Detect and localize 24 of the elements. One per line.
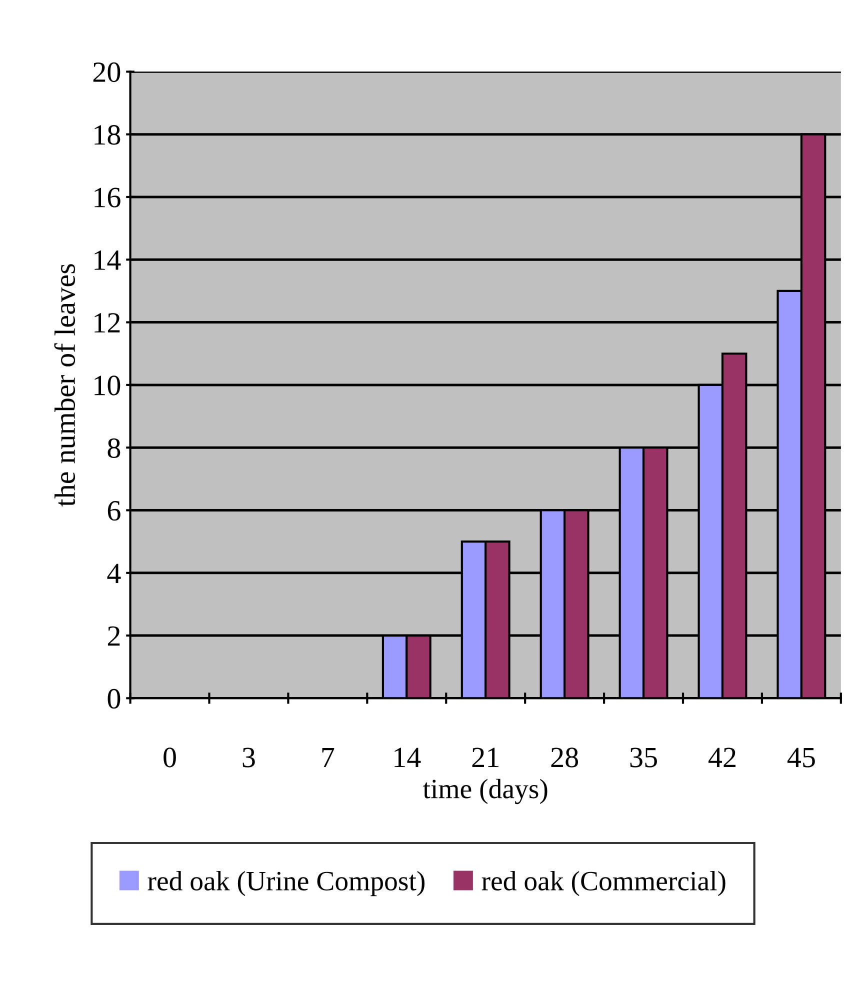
y-tick-label: 18 <box>94 125 120 145</box>
x-tick-label: 3 <box>242 748 255 768</box>
legend-label: red oak (Commercial) <box>482 870 726 896</box>
y-tick-label: 16 <box>94 188 120 208</box>
y-tick-label: 12 <box>94 313 120 332</box>
x-tick-label: 35 <box>630 748 657 768</box>
y-tick-label: 14 <box>94 250 121 270</box>
x-axis-title: time (days) <box>423 778 548 804</box>
y-tick-label: 10 <box>94 376 120 396</box>
x-tick-label: 7 <box>322 748 334 768</box>
y-tick-label: 4 <box>107 564 121 584</box>
x-tick-label: 28 <box>551 748 578 768</box>
x-tick-label: 21 <box>472 748 498 768</box>
x-tick-label: 14 <box>394 748 421 768</box>
y-axis-title: the number of leaves <box>54 264 76 507</box>
legend-label: red oak (Urine Compost) <box>148 870 424 896</box>
x-tick-label: 42 <box>708 748 736 768</box>
y-tick-label: 6 <box>108 501 120 521</box>
y-tick-label: 8 <box>108 438 120 458</box>
x-tick-label: 45 <box>787 748 815 768</box>
y-tick-label: 0 <box>108 688 120 709</box>
y-tick-label: 20 <box>93 62 120 82</box>
y-tick-label: 2 <box>108 626 120 646</box>
x-tick-label: 0 <box>164 748 176 768</box>
